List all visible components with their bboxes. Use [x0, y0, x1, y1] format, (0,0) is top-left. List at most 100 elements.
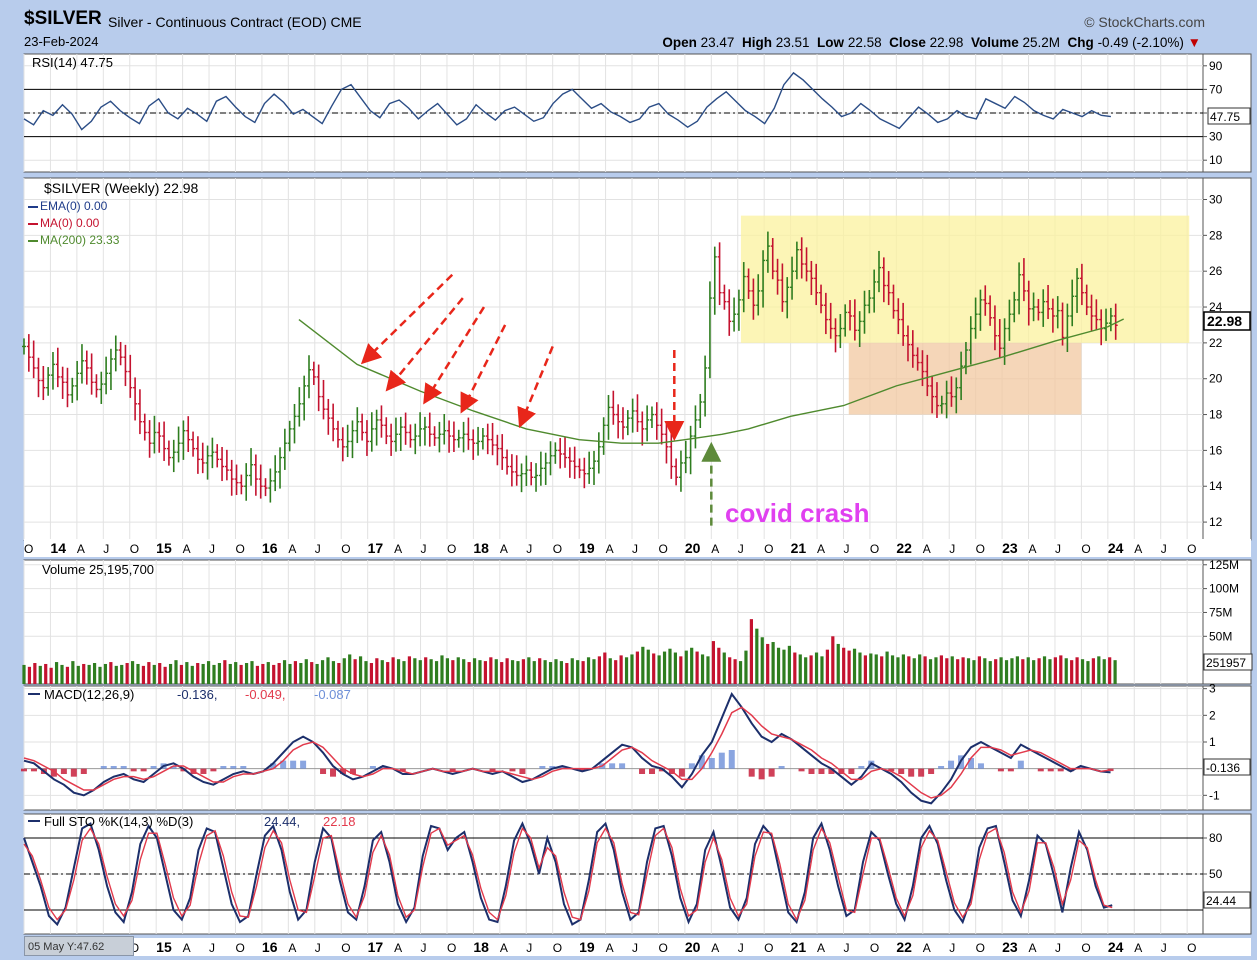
y-tick-label: 50M	[1209, 629, 1232, 643]
volume-bar	[27, 666, 32, 684]
x-tick-label: A	[711, 941, 719, 955]
volume-bar	[1102, 659, 1106, 684]
volume-bar	[451, 660, 455, 684]
volume-bar	[320, 660, 325, 684]
volume-bar	[798, 654, 802, 684]
covid-crash-label: covid crash	[725, 498, 870, 528]
volume-bar	[44, 663, 48, 684]
volume-bar	[158, 663, 162, 684]
x-tick-label: J	[632, 941, 638, 955]
open-value: 23.47	[700, 35, 735, 50]
x-tick-label: O	[130, 542, 139, 556]
y-tick-label: 1	[1209, 735, 1216, 749]
y-tick-label: 24	[1209, 300, 1223, 314]
volume-bar	[109, 662, 113, 684]
orange-zone	[848, 342, 1082, 415]
volume-last-value: 251957	[1206, 656, 1246, 670]
volume-bar	[462, 659, 466, 684]
crosshair-readout: 05 May Y:47.62	[24, 936, 134, 956]
y-tick-label: 22	[1209, 336, 1223, 350]
macd-histogram-bar	[798, 768, 805, 772]
x-tick-label: 17	[368, 540, 384, 556]
volume-bar	[217, 663, 222, 684]
volume-bar	[847, 650, 851, 684]
x-tick-label: 15	[156, 540, 172, 556]
x-tick-label: 20	[685, 540, 701, 556]
x-tick-label: A	[817, 941, 825, 955]
red-arrow	[423, 306, 486, 405]
volume-bar	[1053, 657, 1057, 684]
volume-bar	[60, 664, 64, 684]
volume-bar	[65, 666, 70, 684]
macd-histogram-bar	[658, 768, 665, 772]
volume-bar	[326, 657, 330, 684]
rsi-legend: RSI(14) 47.75	[32, 55, 113, 70]
macd-histogram-bar	[50, 768, 57, 777]
volume-bar	[120, 664, 124, 684]
volume-bar	[863, 655, 867, 684]
macd-signal-line	[23, 706, 1111, 799]
x-tick-label: A	[711, 542, 719, 556]
volume-bar	[342, 658, 346, 684]
y-tick-label: 125M	[1209, 558, 1239, 572]
volume-bar	[912, 658, 916, 684]
x-tick-label: J	[209, 542, 215, 556]
volume-bar	[738, 661, 743, 684]
y-tick-label: 50	[1209, 867, 1223, 881]
macd-histogram-bar	[768, 768, 775, 777]
volume-bar	[668, 648, 672, 684]
volume-label: Volume	[970, 35, 1019, 50]
volume-bar	[809, 655, 813, 684]
macd-histogram-bar	[1067, 768, 1074, 772]
volume-bar	[543, 660, 547, 684]
volume-bar	[581, 661, 585, 684]
volume-bar	[179, 664, 184, 684]
volume-bar	[304, 659, 308, 684]
x-axis-strip	[24, 938, 1251, 956]
volume-bar	[168, 663, 173, 684]
x-tick-label: J	[1055, 941, 1061, 955]
macd-histogram-bar	[1017, 760, 1024, 769]
volume-bar	[136, 663, 140, 684]
volume-bar	[728, 657, 732, 684]
volume-bar	[532, 661, 536, 684]
macd-histogram-bar	[728, 750, 735, 769]
x-tick-label: 22	[896, 540, 912, 556]
volume-bar	[315, 663, 319, 684]
x-tick-label: O	[447, 941, 456, 955]
volume-bar	[310, 662, 314, 684]
volume-bar	[695, 651, 699, 684]
x-tick-label: O	[764, 542, 773, 556]
volume-bar	[147, 662, 151, 684]
volume-bar	[972, 660, 976, 684]
volume-last-box	[1203, 653, 1253, 671]
macd-histogram-bar	[818, 768, 825, 774]
x-tick-label: 19	[579, 540, 595, 556]
macd-histogram-bar	[698, 755, 705, 769]
panel-macd	[23, 685, 1204, 811]
volume-bar	[825, 649, 829, 684]
volume-bar	[548, 662, 553, 684]
volume-bar	[353, 659, 357, 684]
volume-bar	[185, 662, 189, 684]
volume-bar	[103, 663, 108, 684]
volume-bar	[288, 663, 292, 684]
volume-bar	[706, 656, 710, 684]
volume-bar	[999, 657, 1003, 684]
x-tick-label: A	[394, 941, 402, 955]
volume-bar	[907, 656, 911, 684]
y-tick-label: 90	[1209, 59, 1223, 73]
volume-bar	[386, 662, 390, 684]
macd-histogram-bar	[220, 766, 227, 769]
volume-bar	[885, 651, 889, 684]
volume-bar	[690, 647, 694, 684]
volume-value: 25.2M	[1022, 35, 1061, 50]
rsi-line	[23, 71, 1111, 131]
red-arrow	[460, 324, 507, 414]
volume-bar	[196, 663, 200, 684]
macd-histogram-bar	[619, 763, 626, 769]
brand-logo[interactable]: © StockCharts.com	[1084, 14, 1205, 30]
x-tick-label: O	[1187, 542, 1196, 556]
volume-bar	[901, 654, 905, 684]
